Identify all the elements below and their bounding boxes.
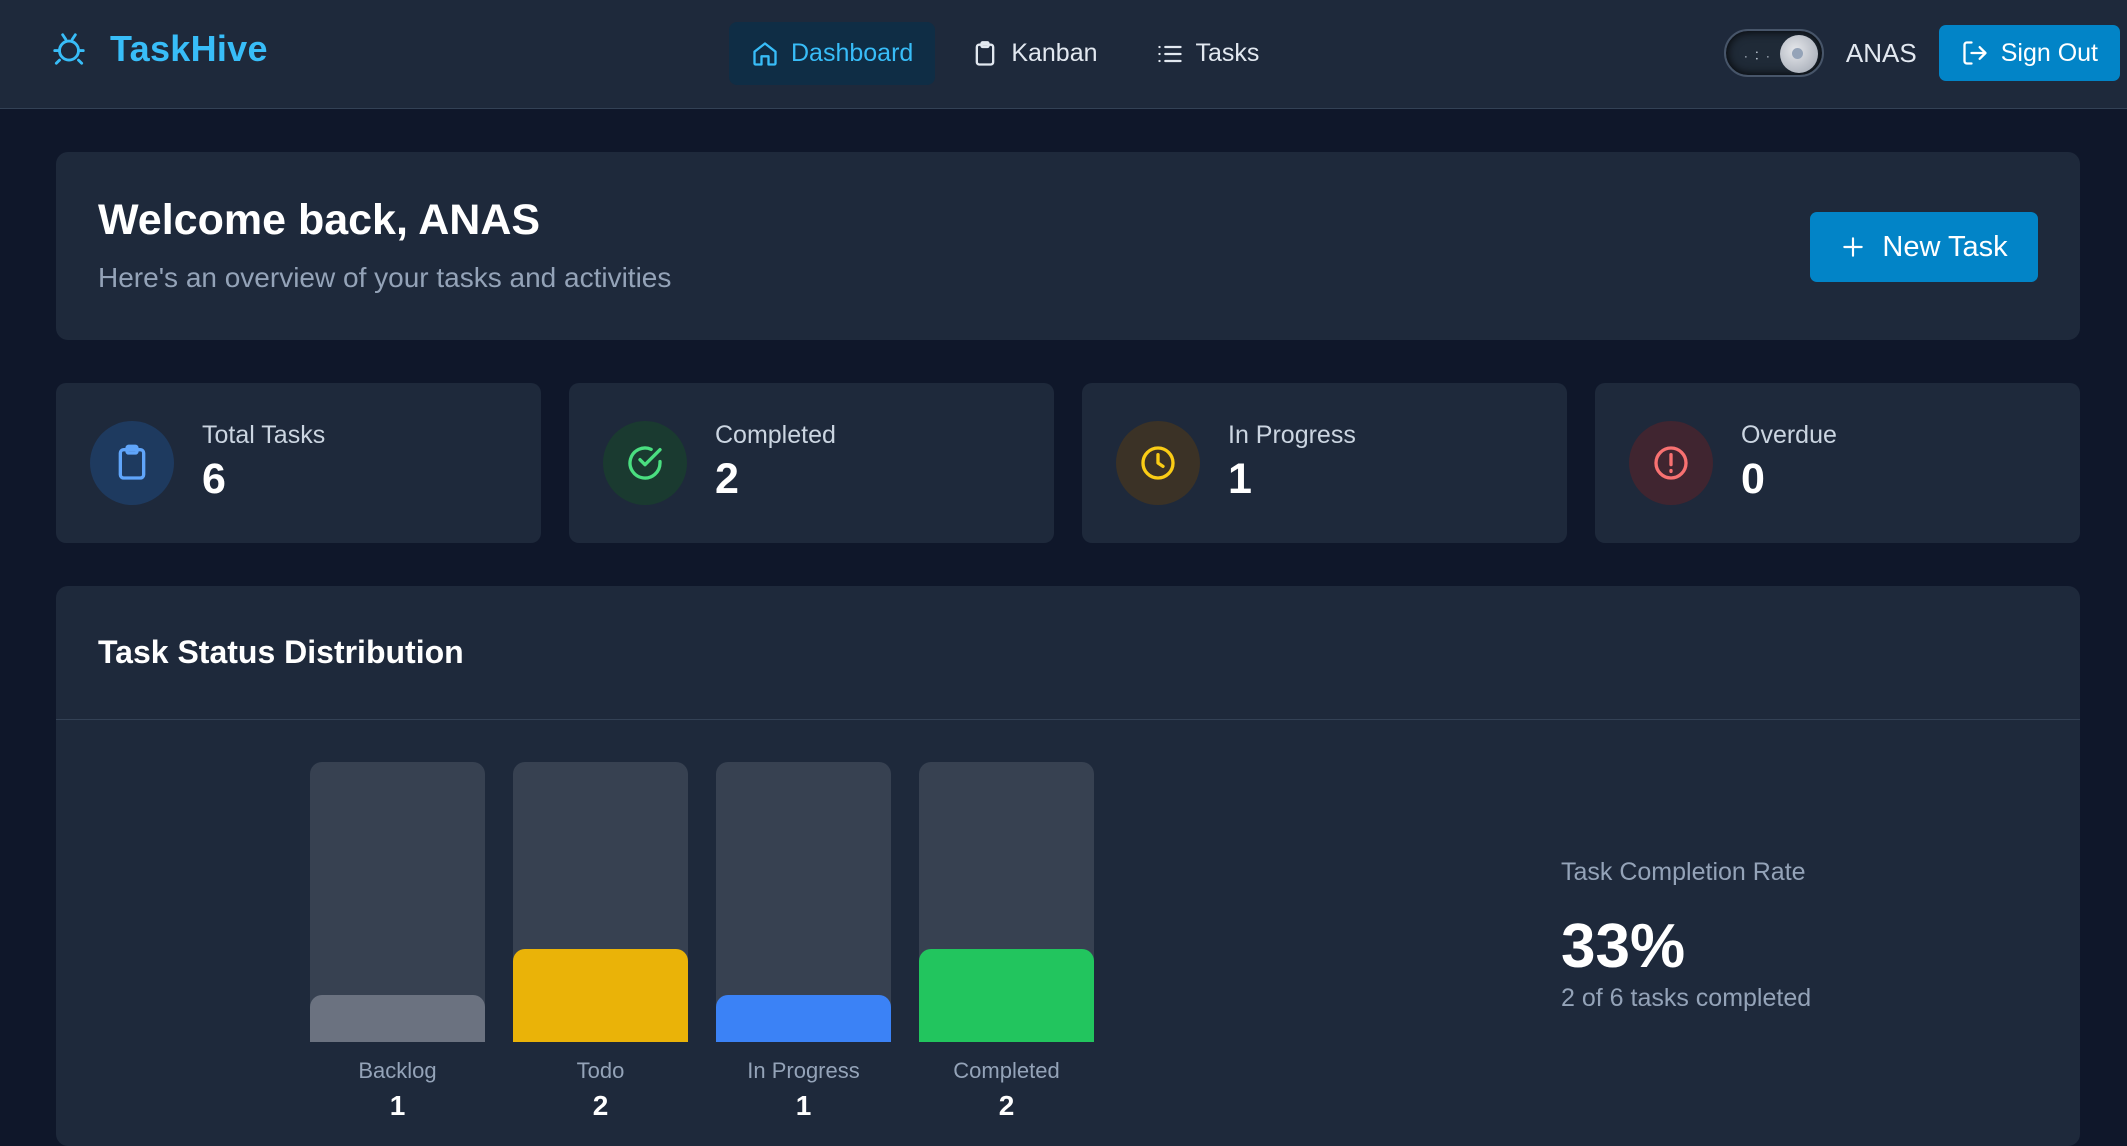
top-navbar: TaskHive Dashboard Kanban Tasks ·︰· ANAS… <box>0 0 2127 109</box>
nav-tasks[interactable]: Tasks <box>1134 22 1282 85</box>
bar-label: In Progress <box>747 1058 860 1083</box>
divider <box>56 719 2080 720</box>
main-nav: Dashboard Kanban Tasks <box>729 22 1281 85</box>
welcome-card: Welcome back, ANAS Here's an overview of… <box>56 152 2080 340</box>
bar-value: 1 <box>389 1090 406 1121</box>
status-distribution-card: Task Status Distribution Backlog 1 Todo … <box>56 586 2080 1146</box>
stat-icon-wrap <box>1116 421 1200 505</box>
bar-label: Todo <box>576 1058 625 1083</box>
stat-label: Completed <box>715 421 836 449</box>
bar-backlog: Backlog 1 <box>310 762 485 1122</box>
bar-todo: Todo 2 <box>513 762 688 1122</box>
stat-value: 0 <box>1741 455 1765 503</box>
theme-toggle[interactable]: ·︰· <box>1723 29 1824 77</box>
log-out-icon <box>1963 41 1987 65</box>
stat-label: Total Tasks <box>202 421 326 449</box>
check-circle-icon <box>628 446 662 480</box>
stat-value: 1 <box>1228 455 1252 503</box>
welcome-subtitle: Here's an overview of your tasks and act… <box>98 262 672 293</box>
sign-out-button[interactable]: Sign Out <box>1938 25 2120 81</box>
chart-title: Task Status Distribution <box>98 634 464 670</box>
plus-icon <box>1843 237 1864 257</box>
nav-dashboard[interactable]: Dashboard <box>729 22 936 85</box>
clock-icon <box>1141 446 1175 480</box>
brand-name: TaskHive <box>110 28 268 69</box>
nav-right: ·︰· ANAS Sign Out <box>1723 25 2120 81</box>
stat-icon-wrap <box>603 421 687 505</box>
nav-kanban[interactable]: Kanban <box>949 22 1119 85</box>
bar-track <box>513 762 688 1042</box>
brand[interactable]: TaskHive <box>50 28 268 70</box>
stat-icon-wrap <box>90 421 174 505</box>
sign-out-label: Sign Out <box>2000 38 2098 67</box>
bar-value: 2 <box>592 1090 609 1121</box>
stat-card-overdue: Overdue 0 <box>1595 383 2080 543</box>
clipboard-icon <box>118 444 146 480</box>
stat-label: In Progress <box>1228 421 1356 449</box>
nav-kanban-label: Kanban <box>1011 39 1098 67</box>
completion-rate-value: 33% <box>1561 912 1686 981</box>
stat-card-in-progress: In Progress 1 <box>1082 383 1567 543</box>
new-task-label: New Task <box>1882 230 2008 263</box>
bar-track <box>716 762 891 1042</box>
completion-rate: Task Completion Rate 33% 2 of 6 tasks co… <box>1561 858 1811 1013</box>
bar-track <box>310 762 485 1042</box>
bar-fill <box>310 995 485 1042</box>
bar-in-progress: In Progress 1 <box>716 762 891 1122</box>
list-icon <box>1157 45 1182 62</box>
bar-fill <box>513 949 688 1042</box>
clipboard-icon <box>975 40 995 66</box>
bar-label: Backlog <box>358 1058 437 1083</box>
stat-value: 6 <box>202 455 226 503</box>
moon-icon <box>1779 35 1818 73</box>
nav-dashboard-label: Dashboard <box>791 39 914 67</box>
stat-card-total: Total Tasks 6 <box>56 383 541 543</box>
completion-rate-detail: 2 of 6 tasks completed <box>1561 984 1812 1012</box>
bar-value: 1 <box>795 1090 812 1121</box>
stat-label: Overdue <box>1741 421 1837 449</box>
bar-track <box>919 762 1094 1042</box>
welcome-title: Welcome back, ANAS <box>98 196 541 244</box>
stars-icon: ·︰· <box>1743 49 1773 63</box>
stat-icon-wrap <box>1629 421 1713 505</box>
bar-completed: Completed 2 <box>919 762 1094 1122</box>
bar-fill <box>919 949 1094 1042</box>
stat-value: 2 <box>715 455 739 503</box>
new-task-button[interactable]: New Task <box>1810 212 2038 282</box>
completion-rate-label: Task Completion Rate <box>1561 858 1806 886</box>
bar-label: Completed <box>953 1058 1060 1083</box>
alert-circle-icon <box>1654 446 1688 480</box>
bee-logo-icon <box>53 33 85 65</box>
stat-card-completed: Completed 2 <box>569 383 1054 543</box>
bar-fill <box>716 995 891 1042</box>
user-name: ANAS <box>1845 37 1917 68</box>
home-icon <box>753 41 777 66</box>
nav-tasks-label: Tasks <box>1195 39 1260 67</box>
bar-value: 2 <box>998 1090 1015 1121</box>
